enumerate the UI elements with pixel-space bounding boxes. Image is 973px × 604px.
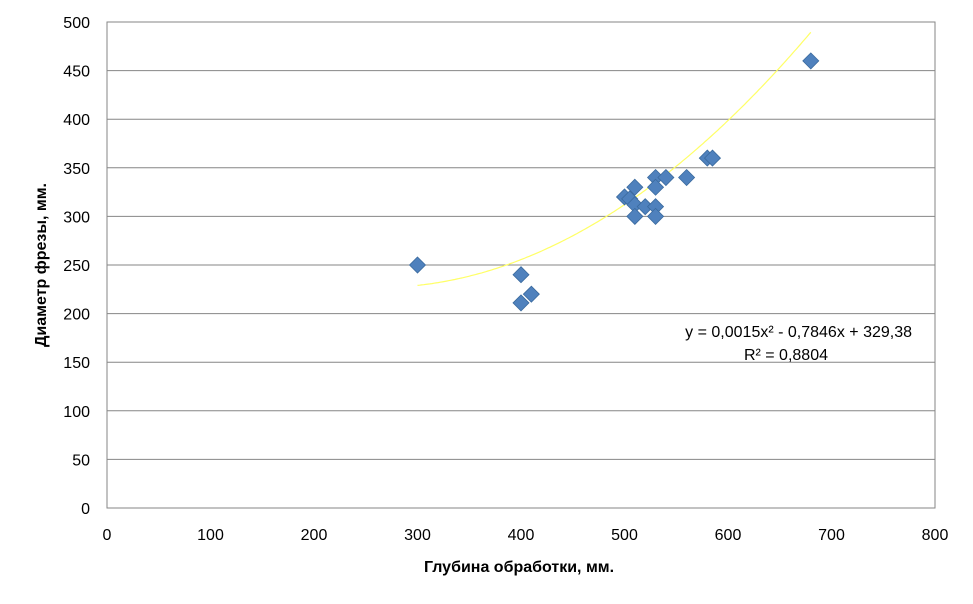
- x-tick-label: 800: [922, 527, 949, 544]
- x-tick-label: 300: [404, 527, 431, 544]
- data-points: [408, 52, 820, 312]
- trendline-r-squared: R² = 0,8804: [744, 347, 828, 364]
- data-point: [522, 285, 540, 303]
- y-tick-label: 350: [63, 161, 90, 178]
- y-tick-label: 450: [63, 64, 90, 81]
- data-point: [646, 178, 665, 196]
- data-point: [802, 52, 820, 70]
- x-tick-label: 600: [715, 527, 742, 544]
- gridlines: [107, 21, 935, 460]
- y-tick-label: 200: [63, 307, 90, 324]
- y-tick-label: 250: [63, 258, 90, 275]
- data-point: [626, 207, 644, 225]
- data-point: [657, 168, 675, 187]
- y-tick-label: 500: [63, 15, 90, 32]
- y-tick-label: 50: [72, 452, 90, 469]
- y-tick-label: 100: [63, 404, 90, 421]
- y-axis-title: Диаметр фрезы, мм.: [33, 183, 50, 347]
- y-tick-label: 300: [63, 209, 90, 226]
- x-tick-label: 0: [103, 527, 112, 544]
- y-tick-label: 400: [63, 112, 90, 129]
- data-point: [512, 266, 530, 284]
- plot-area-frame: [106, 21, 936, 509]
- data-point: [408, 256, 427, 274]
- tick-labels: 0 50 100 150 200 250 300 350 400 450 500 0 100 200 300…: [63, 15, 948, 544]
- x-axis-title: Глубина обработки, мм.: [424, 559, 614, 576]
- data-point: [703, 149, 722, 167]
- x-tick-label: 200: [301, 527, 328, 544]
- data-point: [646, 207, 665, 225]
- polynomial-trendline: [417, 31, 812, 286]
- x-tick-label: 500: [611, 527, 638, 544]
- trendline-equation: y = 0,0015x² - 0,7846x + 329,38: [685, 324, 912, 341]
- data-point: [512, 294, 530, 312]
- data-point: [626, 178, 644, 196]
- x-tick-label: 100: [197, 527, 224, 544]
- data-point: [678, 168, 696, 187]
- y-tick-label: 0: [81, 501, 90, 518]
- x-tick-label: 400: [508, 527, 535, 544]
- y-tick-label: 150: [63, 355, 90, 372]
- x-tick-label: 700: [818, 527, 845, 544]
